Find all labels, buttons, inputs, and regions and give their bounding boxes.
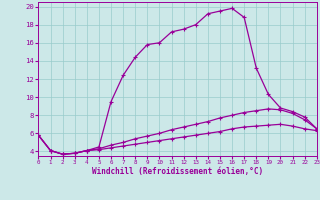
X-axis label: Windchill (Refroidissement éolien,°C): Windchill (Refroidissement éolien,°C) — [92, 167, 263, 176]
